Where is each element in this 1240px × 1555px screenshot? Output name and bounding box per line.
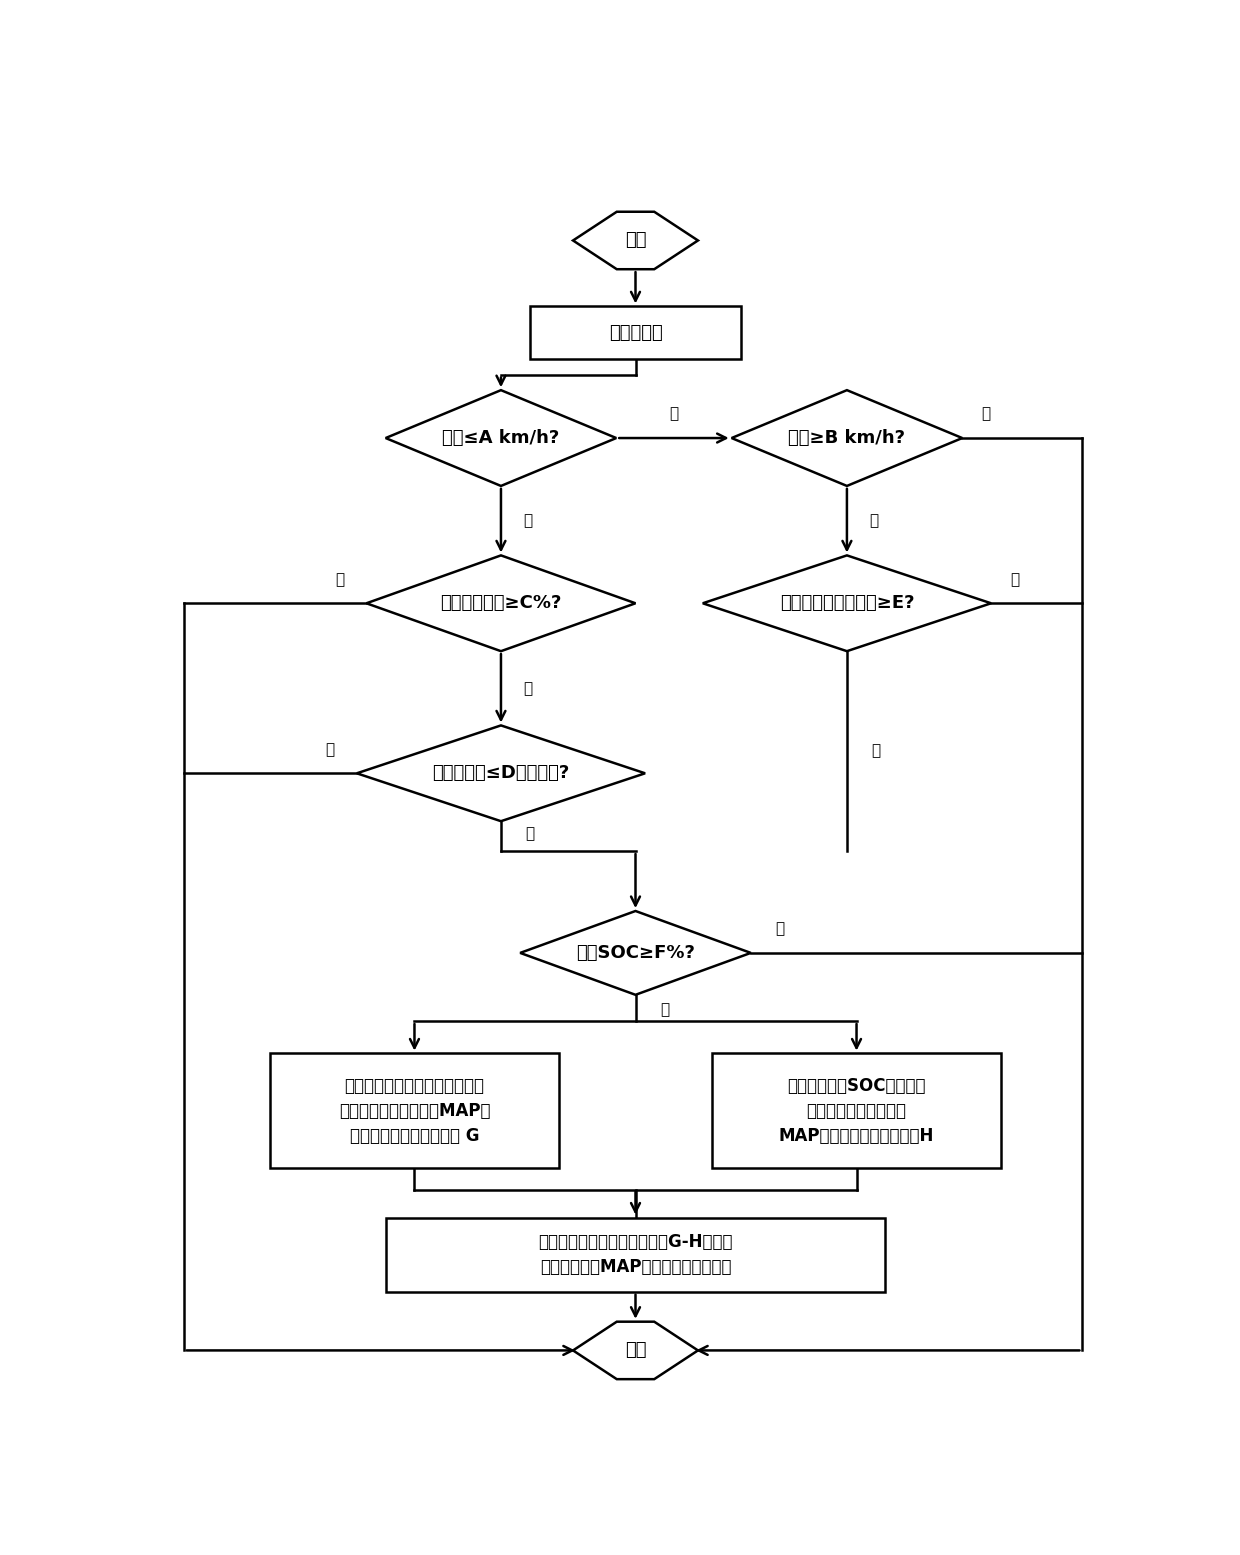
Text: 是: 是 [869,513,878,529]
Text: 电池SOC≥F%?: 电池SOC≥F%? [577,944,694,963]
Polygon shape [521,911,751,995]
Polygon shape [732,390,962,485]
Text: 依据发动机转速和油门蹏板开度
对应的驾驶员需求扭矩MAP，
获取驾驶员的需求扭矩値 G: 依据发动机转速和油门蹏板开度 对应的驾驶员需求扭矩MAP， 获取驾驶员的需求扭矩… [339,1078,490,1144]
Text: 是: 是 [523,681,532,695]
Polygon shape [386,390,616,485]
Text: 获取最终的驾驶员需求扭矩値G-H，通过
扭矩与喷油量MAP图获取发动机喷油量: 获取最终的驾驶员需求扭矩値G-H，通过 扭矩与喷油量MAP图获取发动机喷油量 [538,1233,733,1277]
Text: 否: 否 [325,742,335,757]
Text: 否: 否 [670,406,678,421]
Text: 否: 否 [1011,572,1019,586]
Text: 油门蹏板开度≥C%?: 油门蹏板开度≥C%? [440,594,562,613]
Text: 车速≤A km/h?: 车速≤A km/h? [443,429,559,446]
Text: 是: 是 [660,1001,668,1017]
Bar [386,1218,885,1292]
Polygon shape [367,555,635,652]
Polygon shape [357,725,645,821]
Polygon shape [573,211,698,269]
Text: 是: 是 [523,513,532,529]
Text: 结束: 结束 [625,1342,646,1359]
Text: 开始: 开始 [625,232,646,249]
Text: 车速≥B km/h?: 车速≥B km/h? [789,429,905,446]
Text: 油门蹏板开度变化率≥E?: 油门蹏板开度变化率≥E? [780,594,914,613]
Bar [529,306,742,359]
Bar [712,1053,1001,1168]
Text: 否: 否 [982,406,991,421]
Text: 变量初始化: 变量初始化 [609,323,662,342]
Text: 是: 是 [526,826,534,841]
Text: 是: 是 [872,743,880,759]
Text: 发动机转速≤D转每分钟?: 发动机转速≤D转每分钟? [433,765,569,782]
Text: 否: 否 [775,922,784,936]
Text: 否: 否 [335,572,343,586]
Text: 依据动力电池SOC値和电机
转速对应的电机扭矩値
MAP，获取电机助力扭矩値H: 依据动力电池SOC値和电机 转速对应的电机扭矩値 MAP，获取电机助力扭矩値H [779,1078,934,1144]
Polygon shape [573,1322,698,1379]
Bar [270,1053,559,1168]
Polygon shape [703,555,991,652]
